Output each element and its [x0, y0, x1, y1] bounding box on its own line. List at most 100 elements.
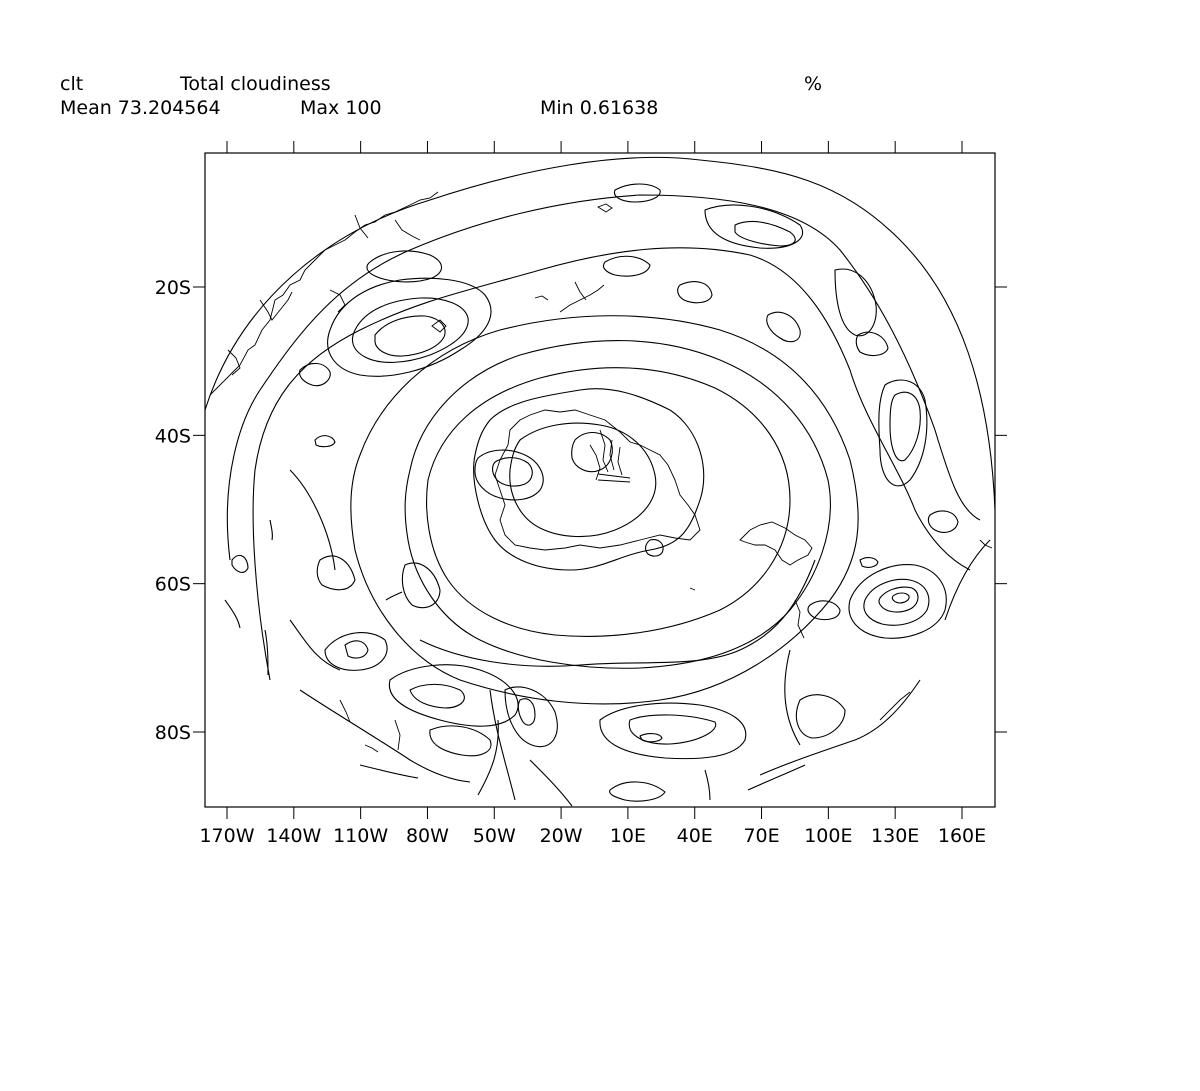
contour-line [704, 769, 711, 801]
contour-line [613, 183, 661, 203]
contour-line [231, 554, 249, 573]
contour-line [859, 557, 879, 568]
x-axis: 170W 140W 110W 80W 50W 20W 10E 40E 70E 100E 130E 16… [199, 141, 986, 847]
coastline [209, 191, 439, 396]
x-tick-label: 130E [871, 825, 919, 847]
contour-line [889, 391, 921, 462]
coastline [227, 349, 241, 376]
contour-line [848, 564, 947, 639]
contour-line [359, 764, 419, 779]
contour-line [289, 619, 341, 671]
coastline [339, 699, 351, 723]
coastline [589, 444, 601, 481]
coastline [979, 539, 993, 549]
contour-line [419, 559, 816, 667]
contour-line [734, 220, 796, 247]
contour-line [784, 649, 801, 746]
variable-long-name: Total cloudiness [180, 73, 331, 95]
contour-line [269, 519, 273, 541]
contour-line [299, 362, 331, 387]
y-tick-label: 80S [155, 722, 191, 744]
contour-line [927, 510, 959, 533]
contour-line [226, 194, 981, 561]
contour-line [759, 679, 921, 776]
x-tick-label: 100E [804, 825, 852, 847]
contour-line [344, 640, 369, 659]
coastline [617, 446, 623, 476]
contour-line [385, 591, 403, 601]
plot-frame [204, 152, 996, 808]
contour-line [891, 592, 910, 604]
cloudiness-contours [204, 156, 996, 807]
coastline [431, 319, 447, 333]
contour-line [571, 431, 613, 473]
contour-line [639, 733, 663, 743]
contour-line [599, 702, 747, 760]
max-stat: Max 100 [300, 97, 382, 119]
contour-line [795, 694, 846, 739]
contour-line [855, 331, 889, 357]
contour-line [374, 315, 446, 357]
contour-line [878, 379, 928, 487]
mean-stat: Mean 73.204564 [60, 97, 221, 119]
contour-line [224, 599, 241, 629]
coastline [596, 203, 613, 213]
contour-line [704, 204, 803, 249]
contour-line [388, 664, 519, 727]
min-stat: Min 0.61638 [540, 97, 659, 119]
contour-line [492, 457, 533, 487]
x-tick-label: 110W [333, 825, 388, 847]
x-tick-label: 50W [473, 825, 516, 847]
x-tick-label: 160E [938, 825, 986, 847]
contour-line [609, 781, 666, 802]
y-tick-label: 20S [155, 277, 191, 299]
contour-line [628, 714, 717, 745]
coastline [394, 719, 401, 751]
coastline [597, 473, 631, 479]
contour-line [944, 539, 991, 621]
contour-line [504, 686, 558, 748]
contour-line [766, 311, 801, 343]
contour-line [489, 689, 516, 801]
x-tick-label: 80W [406, 825, 449, 847]
contour-line [429, 725, 492, 757]
coastline [599, 429, 609, 473]
contour-line [350, 315, 859, 705]
contour-line [327, 277, 492, 377]
contour-line [863, 578, 930, 626]
contour-line [807, 600, 841, 621]
coastline [494, 409, 701, 551]
contour-line [401, 562, 441, 609]
contour-line [474, 449, 544, 501]
contour-line [264, 629, 269, 676]
variable-name: clt [60, 73, 84, 95]
contour-line [351, 297, 469, 363]
coastline [354, 214, 369, 239]
y-tick-label: 40S [155, 425, 191, 447]
contour-line [747, 764, 806, 791]
contour-line [834, 268, 877, 337]
y-axis: 20S 40S 60S 80S [155, 277, 1007, 744]
coastline [597, 479, 631, 483]
contour-line [477, 719, 499, 796]
coastline [879, 691, 911, 721]
coastline [364, 744, 379, 753]
contour-line [529, 759, 573, 807]
coastline [689, 587, 696, 591]
contour-line [677, 281, 713, 304]
x-tick-label: 140W [266, 825, 321, 847]
contour-line [473, 388, 705, 571]
contour-line [289, 469, 336, 571]
coastline [739, 521, 813, 566]
contour-line [509, 422, 657, 538]
contour-line [404, 340, 831, 669]
contour-line [252, 247, 971, 681]
coastlines [209, 191, 993, 753]
y-tick-label: 60S [155, 574, 191, 596]
x-tick-label: 40E [677, 825, 713, 847]
x-tick-label: 70E [743, 825, 779, 847]
coastline [329, 289, 346, 313]
contour-line [324, 632, 388, 671]
units-label: % [804, 73, 823, 95]
